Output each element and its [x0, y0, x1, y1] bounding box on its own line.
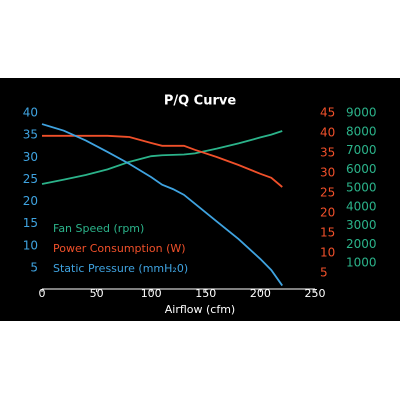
series-line [41, 130, 283, 185]
y3-tick-label: 2000 [346, 237, 377, 251]
y-tick-label: 35 [23, 128, 38, 142]
y2-tick-label: 20 [320, 206, 335, 220]
legend-entry: Fan Speed (rpm) [53, 222, 144, 235]
y2-tick-label: 30 [320, 166, 335, 180]
series-line [41, 123, 283, 287]
x-axis-label: Airflow (cfm) [165, 303, 235, 316]
legend-entry: Power Consumption (W) [53, 242, 186, 255]
y3-tick-label: 3000 [346, 218, 377, 232]
x-tick-label: 0 [39, 287, 46, 300]
y2-tick-label: 5 [320, 266, 328, 280]
y-tick-label: 25 [23, 172, 38, 186]
x-tick-label: 50 [90, 287, 104, 300]
y-tick-label: 5 [30, 260, 38, 274]
y3-tick-label: 7000 [346, 143, 377, 157]
y2-tick-label: 45 [320, 106, 335, 120]
y3-tick-label: 4000 [346, 199, 377, 213]
y2-tick-label: 25 [320, 186, 335, 200]
y3-tick-label: 1000 [346, 256, 377, 270]
legend-entry: Static Pressure (mmH₂0) [53, 262, 188, 275]
y-tick-label: 15 [23, 216, 38, 230]
chart-background [0, 78, 400, 321]
y2-tick-label: 40 [320, 126, 335, 140]
y-tick-label: 40 [23, 106, 38, 120]
chart-title: P/Q Curve [164, 94, 237, 109]
y2-tick-label: 15 [320, 226, 335, 240]
y3-tick-label: 8000 [346, 124, 377, 138]
x-tick-label: 200 [250, 287, 271, 300]
y3-tick-label: 6000 [346, 162, 377, 176]
x-tick-label: 250 [305, 287, 326, 300]
y-tick-label: 20 [23, 194, 38, 208]
x-tick-label: 150 [195, 287, 216, 300]
series-line [42, 134, 283, 188]
y2-tick-label: 10 [320, 246, 335, 260]
y3-tick-label: 5000 [346, 181, 377, 195]
y-tick-label: 30 [23, 150, 38, 164]
x-tick-label: 100 [141, 287, 162, 300]
y-tick-label: 10 [23, 238, 38, 252]
y3-tick-label: 9000 [346, 106, 377, 120]
y2-tick-label: 35 [320, 146, 335, 160]
